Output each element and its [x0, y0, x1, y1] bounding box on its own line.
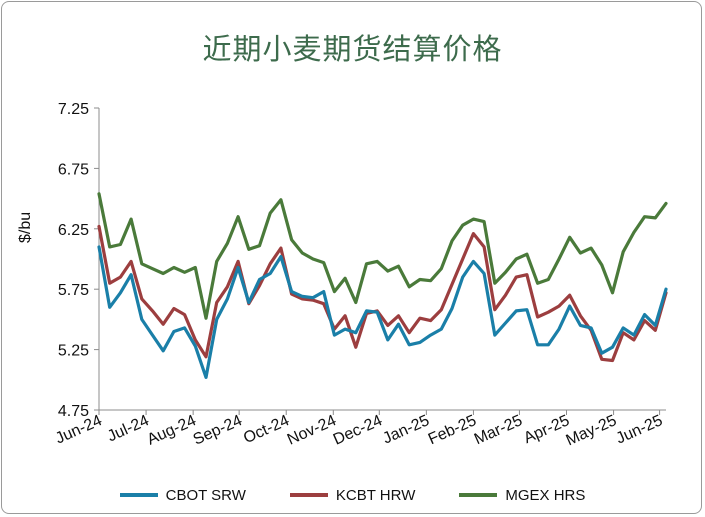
series-lines: [97, 192, 668, 379]
chart-title: 近期小麦期货结算价格: [202, 32, 503, 66]
series-line-cbot-srw: [97, 245, 668, 379]
legend-label-kcbt-hrw: KCBT HRW: [335, 486, 416, 504]
y-tick-label: 5.75: [58, 282, 89, 299]
legend-swatch-cbot-srw: [119, 493, 158, 497]
x-tick-labels: Jun-24 Jul-24Aug-24Sep-24Oct-24Nov-24Dec-…: [53, 412, 665, 449]
x-tick-label: Jul-24: [105, 412, 152, 445]
legend-label-cbot-srw: CBOT SRW: [165, 486, 246, 504]
x-tick-label: Oct-24: [241, 412, 292, 447]
y-tick-label: 5.25: [58, 343, 89, 360]
legend-item-kcbt-hrw: KCBT HRW: [289, 486, 416, 504]
legend-item-cbot-srw: CBOT SRW: [119, 486, 246, 504]
legend-label-mgex-hrs: MGEX HRS: [505, 486, 586, 504]
axes: [94, 107, 666, 415]
x-tick-label: Dec-24: [331, 412, 385, 449]
legend-item-mgex-hrs: MGEX HRS: [459, 487, 585, 504]
y-tick-label: 6.75: [58, 161, 89, 178]
x-tick-label: May-25: [564, 412, 620, 449]
x-tick-label: Feb-25: [426, 412, 479, 448]
x-tick-label: Aug-24: [145, 412, 199, 449]
x-tick-label: Mar-25: [472, 412, 525, 448]
x-tick-label: Jan-25: [380, 412, 432, 447]
legend: CBOT SRW KCBT HRW MGEX HRS: [0, 485, 705, 505]
y-tick-label: 7.25: [58, 101, 89, 118]
x-tick-label: Jun-25: [614, 412, 666, 447]
x-tick-label: Sep-24: [191, 412, 245, 449]
y-tick-labels: 7.25 6.75 6.25 5.75 5.25 4.75: [58, 101, 89, 420]
series-line-mgex-hrs: [97, 192, 668, 320]
legend-swatch-kcbt-hrw: [289, 493, 328, 497]
y-tick-label: 6.25: [58, 222, 89, 239]
legend-swatch-mgex-hrs: [459, 493, 498, 497]
x-tick-label: Apr-25: [521, 412, 572, 447]
x-tick-label: Nov-24: [285, 412, 339, 449]
y-tick-label: 4.75: [58, 403, 89, 420]
series-line-kcbt-hrw: [97, 224, 668, 363]
